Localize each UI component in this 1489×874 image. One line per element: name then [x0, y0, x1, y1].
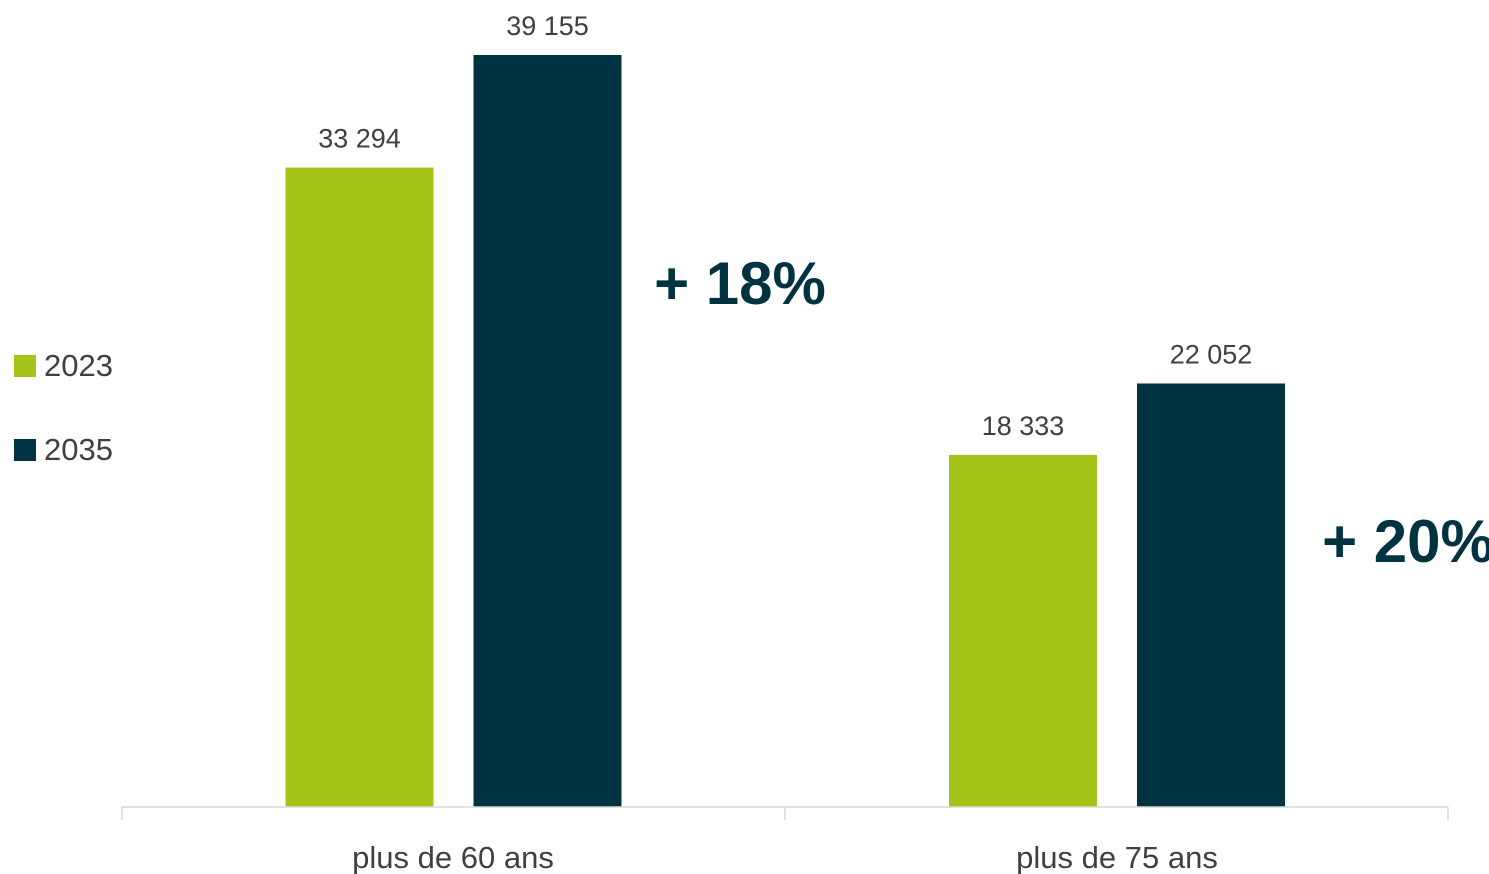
data-label: 22 052 [1170, 339, 1253, 369]
legend-swatch-2035 [14, 439, 36, 461]
bar-2023-0 [285, 167, 434, 808]
growth-annotation: + 18% [654, 250, 826, 317]
growth-annotation: + 20% [1322, 508, 1489, 575]
category-label: plus de 75 ans [1016, 840, 1218, 874]
value-labels-group: 33 294 18 333 39 155 22 052 [318, 11, 1252, 441]
bar-2035-0 [473, 55, 622, 807]
bar-2035-1 [1137, 383, 1285, 807]
data-label: 33 294 [318, 124, 401, 154]
bars-group [285, 55, 1285, 808]
legend: 2023 2035 [14, 345, 113, 513]
data-label: 18 333 [982, 411, 1065, 441]
data-label: 39 155 [506, 11, 589, 41]
category-label: plus de 60 ans [352, 840, 554, 874]
legend-item-2035: 2035 [14, 429, 113, 471]
legend-item-2023: 2023 [14, 345, 113, 387]
legend-label: 2023 [44, 348, 113, 383]
bar-2023-1 [949, 454, 1097, 807]
legend-label: 2035 [44, 432, 113, 467]
legend-swatch-2023 [14, 355, 36, 377]
